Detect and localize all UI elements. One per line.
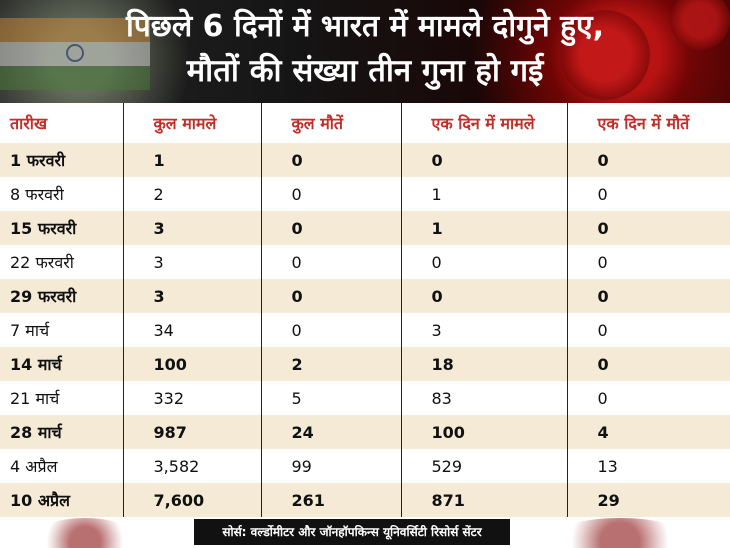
cell-total-deaths: 0 xyxy=(260,177,401,211)
cell-total-cases: 2 xyxy=(122,177,261,211)
virus-icon xyxy=(40,518,130,548)
title-banner: पिछले 6 दिनों में भारत में मामले दोगुने … xyxy=(0,0,730,103)
cell-daily-deaths: 29 xyxy=(566,483,730,517)
cell-daily-cases: 83 xyxy=(400,381,567,415)
column-header-daily-cases: एक दिन में मामले xyxy=(400,103,567,143)
cell-total-cases: 3 xyxy=(122,211,261,245)
cell-daily-deaths: 0 xyxy=(566,211,730,245)
cell-total-deaths: 0 xyxy=(260,313,401,347)
cell-daily-cases: 18 xyxy=(400,347,567,381)
source-credit: सोर्स: वर्ल्डोमीटर और जॉनहॉपकिन्स यूनिवर… xyxy=(194,519,510,545)
cell-total-deaths: 261 xyxy=(260,483,401,517)
cell-date: 1 फरवरी xyxy=(0,143,123,177)
cell-total-deaths: 0 xyxy=(260,143,401,177)
cell-daily-cases: 1 xyxy=(400,177,567,211)
cell-date: 4 अप्रैल xyxy=(0,449,123,483)
cell-total-deaths: 0 xyxy=(260,211,401,245)
cell-total-cases: 332 xyxy=(122,381,261,415)
table-row: 21 मार्च 332 5 83 0 xyxy=(0,381,730,415)
india-flag-graphic xyxy=(0,18,150,90)
virus-icon xyxy=(560,518,680,548)
cell-daily-cases: 1 xyxy=(400,211,567,245)
cell-total-cases: 3,582 xyxy=(122,449,261,483)
cell-daily-deaths: 0 xyxy=(566,313,730,347)
title-line-2: मौतों की संख्या तीन गुना हो गई xyxy=(186,53,544,89)
cell-daily-cases: 0 xyxy=(400,143,567,177)
cell-total-cases: 3 xyxy=(122,245,261,279)
cell-total-deaths: 24 xyxy=(260,415,401,449)
column-header-total-cases: कुल मामले xyxy=(122,103,261,143)
chakra-icon xyxy=(66,44,84,62)
cell-total-deaths: 0 xyxy=(260,245,401,279)
table-row: 7 मार्च 34 0 3 0 xyxy=(0,313,730,347)
cell-total-deaths: 5 xyxy=(260,381,401,415)
column-header-daily-deaths: एक दिन में मौतें xyxy=(566,103,730,143)
cell-daily-cases: 3 xyxy=(400,313,567,347)
cell-daily-deaths: 13 xyxy=(566,449,730,483)
cell-total-deaths: 0 xyxy=(260,279,401,313)
cell-daily-deaths: 4 xyxy=(566,415,730,449)
virus-icon xyxy=(560,10,650,100)
cell-date: 8 फरवरी xyxy=(0,177,123,211)
table-row: 29 फरवरी 3 0 0 0 xyxy=(0,279,730,313)
table-row: 10 अप्रैल 7,600 261 871 29 xyxy=(0,483,730,517)
cell-date: 7 मार्च xyxy=(0,313,123,347)
cell-daily-deaths: 0 xyxy=(566,279,730,313)
table-row: 15 फरवरी 3 0 1 0 xyxy=(0,211,730,245)
table-row: 22 फरवरी 3 0 0 0 xyxy=(0,245,730,279)
cell-total-cases: 34 xyxy=(122,313,261,347)
title-line-1: पिछले 6 दिनों में भारत में मामले दोगुने … xyxy=(126,9,604,44)
cell-total-cases: 1 xyxy=(122,143,261,177)
cell-total-deaths: 2 xyxy=(260,347,401,381)
column-header-date: तारीख xyxy=(10,114,48,133)
data-table: तारीख कुल मामले कुल मौतें एक दिन में माम… xyxy=(0,103,730,517)
cell-total-cases: 7,600 xyxy=(122,483,261,517)
table-row: 8 फरवरी 2 0 1 0 xyxy=(0,177,730,211)
page-title: पिछले 6 दिनों में भारत में मामले दोगुने … xyxy=(0,4,730,94)
table-header-row: तारीख कुल मामले कुल मौतें एक दिन में माम… xyxy=(0,103,730,143)
cell-daily-cases: 0 xyxy=(400,245,567,279)
cell-daily-cases: 0 xyxy=(400,279,567,313)
cell-total-deaths: 99 xyxy=(260,449,401,483)
cell-date: 28 मार्च xyxy=(0,415,123,449)
cell-daily-deaths: 0 xyxy=(566,177,730,211)
cell-daily-cases: 100 xyxy=(400,415,567,449)
table-row: 1 फरवरी 1 0 0 0 xyxy=(0,143,730,177)
virus-icon xyxy=(670,0,730,50)
cell-total-cases: 987 xyxy=(122,415,261,449)
cell-total-cases: 100 xyxy=(122,347,261,381)
cell-daily-cases: 871 xyxy=(400,483,567,517)
cell-daily-deaths: 0 xyxy=(566,381,730,415)
cell-total-cases: 3 xyxy=(122,279,261,313)
table-row: 14 मार्च 100 2 18 0 xyxy=(0,347,730,381)
cell-date: 14 मार्च xyxy=(0,347,123,381)
cell-daily-deaths: 0 xyxy=(566,245,730,279)
table-row: 4 अप्रैल 3,582 99 529 13 xyxy=(0,449,730,483)
cell-date: 21 मार्च xyxy=(0,381,123,415)
cell-daily-cases: 529 xyxy=(400,449,567,483)
cell-date: 15 फरवरी xyxy=(0,211,123,245)
cell-daily-deaths: 0 xyxy=(566,347,730,381)
cell-date: 22 फरवरी xyxy=(0,245,123,279)
cell-date: 10 अप्रैल xyxy=(0,483,123,517)
cell-daily-deaths: 0 xyxy=(566,143,730,177)
column-header-total-deaths: कुल मौतें xyxy=(260,103,401,143)
table-row: 28 मार्च 987 24 100 4 xyxy=(0,415,730,449)
cell-date: 29 फरवरी xyxy=(0,279,123,313)
